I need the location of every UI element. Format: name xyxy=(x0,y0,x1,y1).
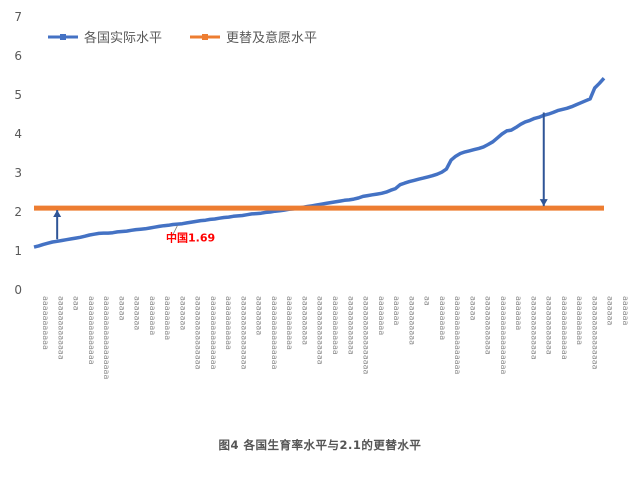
x-tick-label: aaaaaaaaaaaaaaaa xyxy=(362,296,371,375)
x-tick-label: aaaaaaa xyxy=(514,296,523,330)
x-tick-label: aaaaaaaaaaaaaaa xyxy=(194,296,203,370)
x-tick-label: aaaaaaaaa xyxy=(163,296,172,340)
x-tick-label: aaaaaaaaaa xyxy=(300,296,309,345)
legend-swatch-marker xyxy=(60,34,66,40)
x-tick-label: aaaaaaaaaaa xyxy=(224,296,233,350)
x-tick-label: aaaaaaaa xyxy=(148,296,157,335)
x-tick-label: aaaaaaaaaa xyxy=(407,296,416,345)
x-tick-label: aaaaaaaaaaaa xyxy=(331,296,340,355)
legend-label: 各国实际水平 xyxy=(84,30,162,46)
x-tick-label: aaaaaaaaaaaaa xyxy=(560,296,569,360)
y-tick-label: 4 xyxy=(14,127,22,141)
x-tick-label: aaaaaaaaaaaaaaaa xyxy=(499,296,508,375)
x-tick-label: aaaaaaaaaa xyxy=(575,296,584,345)
arrow-head xyxy=(53,210,62,218)
x-tick-label: aaaaaaaaa xyxy=(438,296,447,340)
x-tick-label: aaaaaaaaaaaaaa xyxy=(316,296,325,365)
x-tick-label: aaaaaaaaaaaaaaaa xyxy=(453,296,462,375)
figure-caption: 图4 各国生育率水平与2.1的更替水平 xyxy=(218,438,422,452)
x-tick-label: aaaaaaaaaaaa xyxy=(346,296,355,355)
x-tick-label: aaaaaaa xyxy=(133,296,142,330)
y-tick-label: 7 xyxy=(14,10,22,24)
y-axis: 0 1 2 3 4 5 6 7 xyxy=(14,10,22,297)
y-tick-label: 6 xyxy=(14,49,22,63)
x-tick-label: aaaaaaaaaaaaa xyxy=(56,296,65,360)
annotation-leader xyxy=(171,224,179,238)
x-tick-label: aa xyxy=(423,296,432,306)
x-tick-label: aaaaaaaaaaaaaaa xyxy=(270,296,279,370)
legend-label: 更替及意愿水平 xyxy=(226,30,317,46)
x-tick-label: aaaaaaaa xyxy=(255,296,264,335)
x-tick-label: aaa xyxy=(72,296,81,311)
x-tick-label: aaaaaaa xyxy=(178,296,187,330)
x-tick-label: aaaaaa xyxy=(621,296,630,326)
y-tick-label: 0 xyxy=(14,283,22,297)
plot-area: 中国1.69 xyxy=(33,77,606,249)
y-tick-label: 5 xyxy=(14,88,22,102)
x-tick-label: aaaaaaaa xyxy=(377,296,386,335)
x-tick-label: aaaaaaaaaaa xyxy=(285,296,294,350)
x-tick-label: aaaaaa xyxy=(606,296,615,326)
series-line-actual xyxy=(33,77,606,249)
y-tick-label: 3 xyxy=(14,166,22,180)
x-tick-label: aaaaaaaaaaa xyxy=(41,296,50,350)
annotation-china: 中国1.69 xyxy=(166,230,215,244)
x-tick-label: aaaaa xyxy=(117,296,126,321)
x-tick-labels: aaaaaaaaaaa aaaaaaaaaaaaa aaa aaaaaaaaaaaaa… xyxy=(41,296,630,379)
x-tick-label: aaaaaaaaaaaaaaa xyxy=(590,296,599,370)
legend-swatch-marker xyxy=(202,34,208,40)
y-tick-label: 2 xyxy=(14,205,22,219)
x-tick-label: aaaaaaaaaaaaa xyxy=(529,296,538,360)
arrow-head xyxy=(539,199,548,207)
x-tick-label: aaaaa xyxy=(468,296,477,321)
x-tick-label: aaaaaaaaaaaaaa xyxy=(87,296,96,365)
x-tick-label: aaaaaaaaaaaaaaa xyxy=(239,296,248,370)
legend: 各国实际水平 更替及意愿水平 xyxy=(48,30,317,46)
x-tick-label: aaaaaaaaaaaa xyxy=(484,296,493,355)
x-tick-label: aaaaaaaaaaaaaaaaa xyxy=(102,296,111,379)
x-tick-label: aaaaaaaaaaaaaaa xyxy=(209,296,218,370)
y-tick-label: 1 xyxy=(14,244,22,258)
x-tick-label: aaaaaa xyxy=(392,296,401,326)
x-tick-label: aaaaaaaaaaaa xyxy=(545,296,554,355)
